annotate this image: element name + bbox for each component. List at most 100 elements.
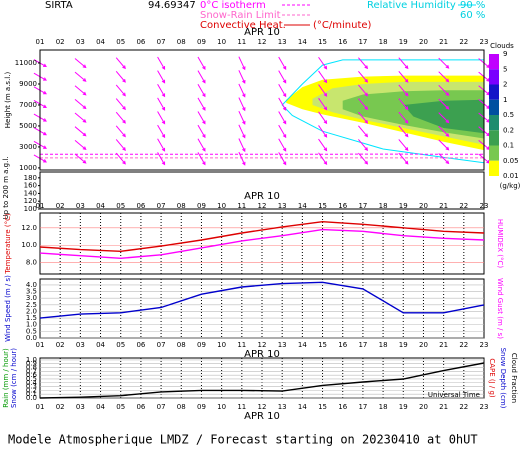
wind-arrow [278,124,287,139]
y-tick-label: 1.0 [26,356,37,364]
wind-arrow [398,84,409,97]
y-tick-label: 180 [24,174,37,182]
snow-depth-label: Snow Depth (cm) [499,348,507,409]
rh-low: 60 % [460,10,485,21]
wind-arrow [115,125,126,138]
wind-arrow [318,111,328,125]
x-tick-label: 22 [459,38,468,46]
y-tick-label: 160 [24,182,37,190]
wind-arrow [358,125,369,138]
x-tick-label: 17 [358,341,367,349]
x-tick-label: 02 [56,38,65,46]
y-tick-label: 0.6 [26,371,38,379]
wind-arrow [157,111,166,125]
series-line [39,228,485,260]
x-tick-label: 10 [217,38,226,46]
colorbar-label: 1 [503,96,507,104]
wind-arrow [157,70,166,84]
wind-arrow [115,111,126,124]
y-tick-label: 0.0 [26,334,37,342]
colorbar-label: 0.01 [503,172,519,180]
wind-arrow [398,98,409,111]
x-tick-label: 18 [379,202,388,210]
x-tick-label: 17 [358,202,367,210]
x-tick-label: 03 [76,202,85,210]
x-tick-label: 12 [258,38,267,46]
wind-arrow [238,151,246,166]
rh-legend: Relative Humidity [367,0,456,11]
y-tick-label: 120 [24,197,37,205]
x-tick-label: 20 [419,202,428,210]
y-tick-label: 0.5 [26,375,37,383]
x-tick-label: 22 [459,403,468,411]
x-tick-label: 02 [56,202,65,210]
x-tick-label: 01 [36,38,45,46]
y-tick-label: 3.5 [26,288,37,296]
wind-arrow [438,98,450,110]
wind-arrow [318,138,328,152]
y2-axis-label: Wind Gust (m / s) [496,278,504,339]
x-tick-label: 15 [318,403,327,411]
x-tick-label: 09 [197,202,206,210]
x-tick-label: 18 [379,403,388,411]
wind-arrow [157,152,166,166]
x-tick-label: 10 [217,403,226,411]
x-tick-label: 08 [177,403,186,411]
x-tick-label: 04 [96,341,105,349]
wind-arrow [115,152,126,165]
x-tick-label: 08 [177,38,186,46]
x-tick-label: 12 [258,202,267,210]
wind-arrow [398,70,409,83]
x-tick-label: 18 [379,38,388,46]
wind-arrow [278,152,287,166]
x-tick-label: 07 [157,403,166,411]
colorbar-bin [489,84,499,100]
x-tick-label: 16 [338,341,347,349]
wind-arrow [318,152,328,166]
wind-arrow [238,70,246,84]
wind-arrow [197,152,206,166]
colorbar-unit: (g/kg) [500,182,521,190]
wind-arrow [318,97,328,111]
colorbar-title: Clouds [490,42,514,50]
y-tick-label: 10.0 [21,241,37,249]
y-axis-label: Temperature (°C) [4,213,12,275]
y-tick-label: 1.0 [26,321,37,329]
date-label: APR 10 [244,411,280,422]
series-line [39,362,485,399]
wind-arrow [197,83,206,98]
x-tick-label: 08 [177,341,186,349]
wind-arrow [438,71,450,83]
plot-area [39,278,485,339]
wind-arrow [278,70,287,84]
y-tick-label: 8.0 [26,259,37,267]
wind-arrow [398,152,409,165]
cloud-area [403,99,484,134]
x-tick-label: 16 [338,202,347,210]
y-tick-label: 0.7 [26,367,37,375]
x-axis-label: Universal Time [428,391,480,399]
y-tick-label: 3.0 [26,294,37,302]
y-tick-label: 0.1 [26,390,37,398]
wind-arrow [74,71,87,82]
rain-label: Rain (mm / hour) [2,348,10,408]
date-label: APR 10 [244,27,280,38]
colorbar-label: 9 [503,50,507,58]
wind-arrow [398,111,409,124]
x-tick-label: 22 [459,341,468,349]
wind-arrow [238,97,246,112]
wind-arrow [74,85,87,96]
x-tick-label: 23 [480,403,489,411]
cloud-fraction-label: Cloud Fraction [510,353,518,403]
wind-arrow [398,57,409,70]
wind-arrow [74,153,87,164]
series-line [39,281,485,319]
wind-arrow [238,56,246,71]
x-tick-label: 12 [258,341,267,349]
colorbar-bin [489,145,499,161]
x-tick-label: 19 [399,341,408,349]
x-tick-label: 06 [136,341,145,349]
colorbar-bin [489,160,499,176]
x-tick-label: 10 [217,341,226,349]
y-tick-label: 100 [24,205,37,213]
